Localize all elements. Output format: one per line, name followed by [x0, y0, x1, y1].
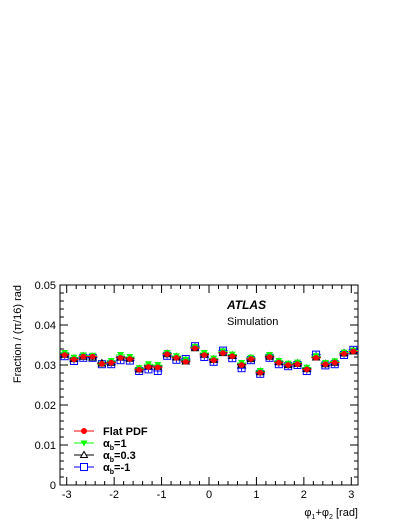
y-tick-label: 0.02	[35, 400, 56, 412]
data-point-series-0	[171, 355, 182, 361]
data-point-series-0	[97, 361, 107, 367]
data-point-series-0	[320, 361, 331, 368]
legend-label-alpha-0-3: αb=0.3	[103, 450, 136, 464]
data-point-series-0	[190, 345, 200, 352]
x-tick-label: -3	[62, 489, 72, 501]
axes: -3 -2 -1 0 1 2 3 0 0.01 0.02 0.03 0.04 0.05	[35, 280, 358, 501]
data-point-series-0	[348, 348, 358, 355]
data-point-series-0	[283, 362, 293, 368]
data-point-series-0	[60, 352, 70, 358]
x-tick-label: 3	[348, 489, 354, 501]
data-point-series-0	[69, 356, 79, 363]
data-point-series-0	[246, 356, 256, 362]
y-axis-label: Fraction / (π/16) rad	[12, 285, 24, 383]
data-point-series-0	[153, 364, 163, 371]
data-point-series-0	[236, 362, 247, 368]
legend-label-flat-pdf: Flat PDF	[103, 426, 148, 438]
data-point-series-0	[264, 354, 275, 360]
data-point-series-0	[143, 364, 154, 370]
legend: Flat PDF αb=1 αb=0.3 αb=-1	[74, 426, 148, 476]
data-point-series-0	[78, 353, 88, 360]
data-point-series-0	[218, 350, 228, 356]
data-point-series-0	[125, 356, 135, 362]
data-point-series-0	[339, 351, 349, 357]
data-point-series-0	[106, 359, 116, 366]
data-point-series-0	[199, 352, 209, 358]
x-tick-label: 2	[301, 489, 307, 501]
data-point-series-0	[181, 359, 191, 365]
y-tick-label: 0.05	[35, 280, 56, 292]
data-point-series-0	[227, 353, 237, 360]
y-tick-label: 0	[50, 480, 56, 492]
legend-item-flat-pdf: Flat PDF	[74, 426, 148, 438]
legend-marker-alpha-0-3	[79, 450, 89, 458]
plot-frame	[59, 284, 359, 486]
x-tick-label: -2	[109, 489, 119, 501]
data-point-series-0	[115, 355, 126, 361]
data-point-series-0	[330, 359, 340, 366]
legend-item-alpha-0-3: αb=0.3	[74, 450, 136, 464]
x-tick-label: -1	[157, 489, 167, 501]
y-tick-label: 0.01	[35, 440, 56, 452]
data-point-series-0	[255, 369, 265, 376]
data-point-series-0	[302, 366, 312, 373]
data-point-series-0	[162, 351, 172, 358]
legend-marker-alpha-1	[80, 440, 88, 447]
legend-item-alpha-minus-1: αb=-1	[74, 462, 130, 476]
legend-item-alpha-1: αb=1	[74, 438, 127, 452]
atlas-label: ATLAS	[226, 298, 266, 312]
data-point-series-0	[209, 357, 219, 364]
data-points	[60, 342, 358, 378]
x-axis-label: φ1+φ2 [rad]	[304, 507, 358, 521]
data-point-series-0	[274, 359, 284, 366]
data-point-series-0	[87, 353, 98, 360]
simulation-label: Simulation	[227, 316, 278, 328]
legend-marker-alpha-minus-1	[80, 463, 88, 471]
data-point-series-0	[292, 361, 303, 368]
legend-label-alpha-1: αb=1	[103, 438, 127, 452]
y-tick-label: 0.04	[35, 320, 56, 332]
x-tick-label: 1	[253, 489, 259, 501]
legend-marker-flat-pdf	[81, 428, 87, 434]
y-tick-label: 0.03	[35, 360, 56, 372]
x-tick-label: 0	[206, 489, 212, 501]
data-point-series-0	[311, 355, 321, 361]
data-point-series-0	[134, 367, 144, 373]
legend-label-alpha-minus-1: αb=-1	[103, 462, 130, 476]
